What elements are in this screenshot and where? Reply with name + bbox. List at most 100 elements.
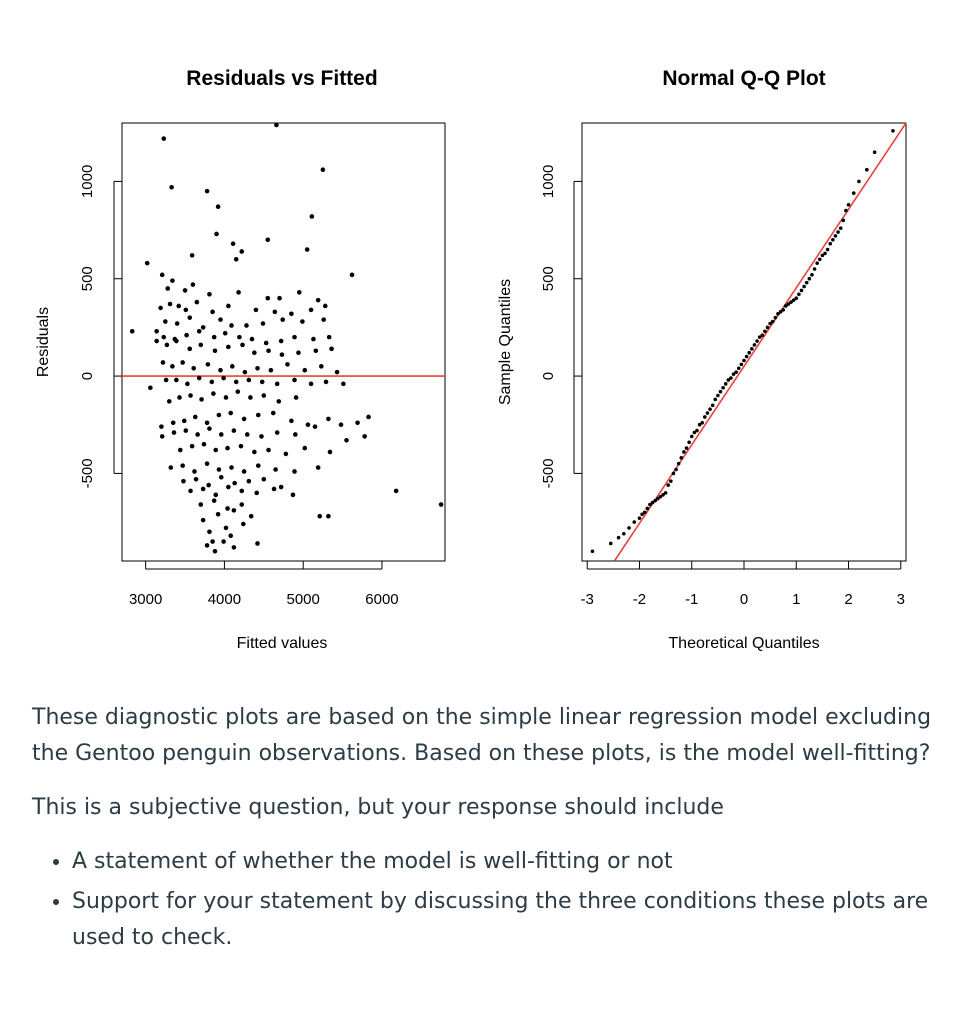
data-point [159,272,165,278]
data-point [705,411,710,415]
data-point [687,440,691,445]
list-item: Support for your statement by discussing… [72,884,952,956]
data-point [148,385,153,391]
data-point [161,136,167,141]
data-point [300,319,305,324]
data-point [260,321,266,326]
data-point [171,430,177,435]
data-point [199,397,204,402]
data-point [804,280,809,285]
data-point [807,276,812,281]
data-point [170,364,175,369]
x-tick-label: -2 [633,591,646,608]
data-point [799,288,804,293]
data-point [254,490,260,496]
data-point [684,446,689,450]
data-point [181,418,187,424]
data-point [200,517,206,523]
data-point [244,432,250,437]
data-point [163,377,169,383]
data-point [322,303,328,309]
data-point [263,340,269,346]
data-point [266,348,271,354]
data-point [838,226,843,230]
data-point [304,247,310,252]
data-point [183,428,189,433]
data-point [205,362,211,367]
data-point [164,342,170,348]
data-point [192,469,197,474]
data-point [726,378,731,382]
data-point [210,309,215,315]
data-point [207,529,212,535]
data-point [642,510,647,515]
data-point [161,334,167,340]
data-point [166,399,172,404]
data-point [305,422,311,428]
data-point [216,412,222,418]
data-point [196,375,202,381]
data-point [144,260,150,266]
data-point [239,488,245,494]
data-point [708,407,712,411]
data-point [786,302,791,306]
data-point [271,486,277,492]
data-point [212,548,218,554]
data-point [810,273,814,277]
data-point [159,424,164,429]
data-point [274,430,280,435]
data-point [836,230,840,234]
data-point [184,332,189,338]
chart-title: Residuals vs Fitted [186,67,377,90]
x-tick-label: 1 [792,591,800,608]
data-point [752,343,757,347]
y-tick-label: 500 [79,266,96,291]
data-point [225,445,230,451]
x-axis-label: Theoretical Quantiles [668,635,819,652]
x-tick-label: 4000 [208,591,241,608]
data-point [187,346,193,352]
y-axis-label: Residuals [35,307,52,377]
y-tick-label: 0 [79,372,96,380]
plot-frame [581,122,907,562]
y-tick-label: 1000 [540,165,557,198]
x-tick-label: 3 [897,591,905,608]
data-point [329,346,334,352]
data-point [791,298,796,302]
data-point [214,231,219,237]
data-point [233,256,239,262]
data-point [292,334,297,340]
x-tick-label: -1 [685,591,698,608]
data-point [653,498,657,503]
data-point [265,295,271,301]
x-tick-label: 3000 [129,591,162,608]
data-point [689,434,694,439]
data-point [326,416,331,422]
data-point [338,422,344,428]
data-point [216,467,222,472]
data-point [255,412,261,418]
data-point [210,539,215,544]
plot-frame [121,122,446,562]
data-point [244,323,249,328]
data-point [695,428,699,433]
data-point [167,301,173,307]
data-point [185,381,190,387]
data-point [608,541,613,546]
data-point [232,480,237,486]
data-point [784,304,788,308]
data-point [393,488,399,494]
data-point [846,202,851,207]
data-point [195,432,200,437]
data-point [334,369,340,375]
data-point [679,456,684,460]
data-point [315,465,321,470]
data-point [255,365,260,371]
data-point [308,381,314,387]
data-point [204,188,210,194]
data-point [239,502,245,507]
data-point [266,447,271,453]
data-point [189,253,195,258]
data-point [183,307,189,313]
data-point [666,483,671,487]
